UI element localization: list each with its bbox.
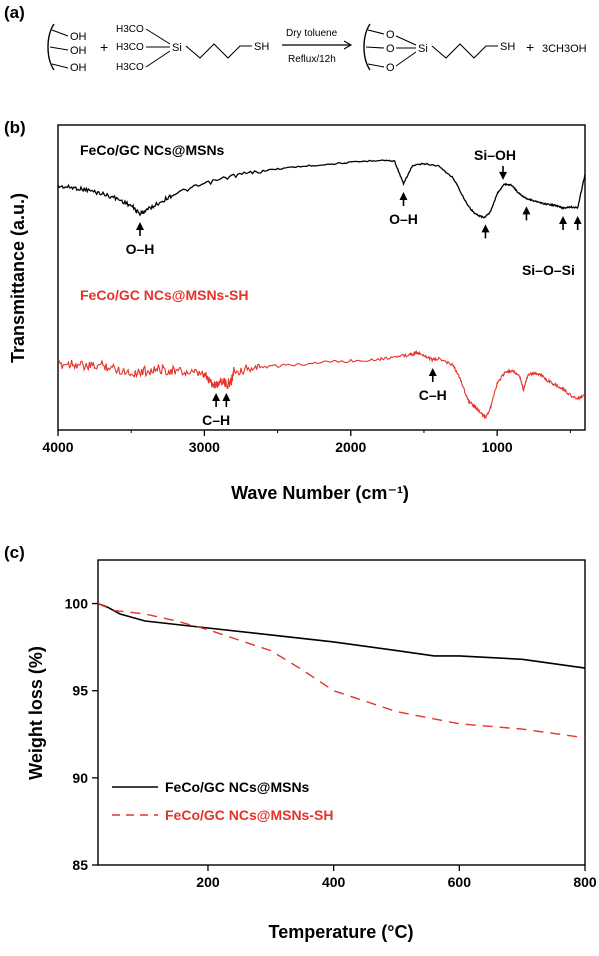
panel-label-b: (b) <box>4 118 26 137</box>
peak-arrowhead <box>135 222 144 230</box>
tga-legend: FeCo/GC NCs@MSNs FeCo/GC NCs@MSNs-SH <box>112 779 333 823</box>
methanol-byproduct: 3CH3OH <box>542 43 587 55</box>
ftir-series-red-line <box>57 349 586 420</box>
tga-y-tick-label: 85 <box>72 857 88 873</box>
panel-label-a: (a) <box>4 3 25 22</box>
tga-y-tick-label: 95 <box>72 683 88 699</box>
peak-arrowhead <box>399 192 408 200</box>
peak-annotation-label: Si–OH <box>474 147 516 163</box>
tga-series-red-dashed-line <box>97 602 586 739</box>
ftir-x-ticks: 4000 3000 2000 1000 <box>42 430 571 455</box>
thiol-group-2: SH <box>500 41 515 53</box>
tga-x-tick-label: 200 <box>196 874 220 890</box>
hydroxyl-3: OH <box>70 62 87 74</box>
silicon-atom-2: Si <box>418 43 428 55</box>
ftir-x-tick-label: 4000 <box>42 439 73 455</box>
methoxy-2: H3CO <box>116 42 144 53</box>
peak-annotation-label: Si–O–Si <box>522 262 575 278</box>
peak-arrowhead <box>573 216 582 224</box>
propyl-chain-2 <box>431 43 498 59</box>
reaction-condition-top: Dry toluene <box>286 28 338 39</box>
peak-arrowhead <box>481 224 490 233</box>
ftir-peak-annotations: O–H O–H Si–OH Si–O–Si C–H C–H <box>126 147 582 428</box>
oxygen-2: O <box>386 43 395 55</box>
ftir-series-black-line <box>57 159 586 219</box>
legend-label-red: FeCo/GC NCs@MSNs-SH <box>165 807 333 823</box>
tga-x-tick-label: 600 <box>448 874 472 890</box>
peak-arrowhead <box>499 171 508 180</box>
tga-x-tick-label: 800 <box>573 874 597 890</box>
peak-arrowhead <box>522 206 531 215</box>
tga-chart: 200 400 600 800 85 90 95 100 FeCo/GC NCs@MSNs F… <box>26 559 597 942</box>
surface-bracket-right <box>363 23 371 71</box>
peak-arrowhead <box>222 393 231 401</box>
ftir-x-tick-label: 1000 <box>482 439 513 455</box>
panel-label-c: (c) <box>4 543 25 562</box>
ftir-x-tick-label: 2000 <box>335 439 366 455</box>
ftir-x-axis-label: Wave Number (cm⁻¹) <box>231 483 409 503</box>
reaction-condition-bottom: Reflux/12h <box>288 54 336 65</box>
tga-x-axis-label: Temperature (°C) <box>269 922 414 942</box>
peak-annotation-label: O–H <box>126 241 155 257</box>
tga-axis-ticks: 200 400 600 800 85 90 95 100 <box>65 596 597 890</box>
methoxy-1: H3CO <box>116 24 144 35</box>
methoxy-3: H3CO <box>116 62 144 73</box>
tga-y-tick-label: 100 <box>65 596 89 612</box>
ftir-y-axis-label: Transmittance (a.u.) <box>8 193 28 363</box>
peak-arrowhead <box>428 368 437 376</box>
ftir-series-label-red: FeCo/GC NCs@MSNs-SH <box>80 287 248 303</box>
tga-y-tick-label: 90 <box>72 770 88 786</box>
tga-plot-frame <box>97 559 586 866</box>
oxygen-3: O <box>386 62 395 74</box>
legend-label-black: FeCo/GC NCs@MSNs <box>165 779 310 795</box>
plus-sign-1: + <box>100 39 108 55</box>
tga-series-black-line <box>97 602 586 669</box>
peak-arrowhead <box>212 393 221 401</box>
surface-bracket-left <box>47 23 55 71</box>
plus-sign-2: + <box>526 39 534 55</box>
peak-arrowhead <box>559 216 568 224</box>
peak-annotation-label: O–H <box>389 211 418 227</box>
oxygen-1: O <box>386 29 395 41</box>
hydroxyl-1: OH <box>70 31 87 43</box>
silicon-atom-1: Si <box>172 42 182 54</box>
peak-annotation-label: C–H <box>419 387 447 403</box>
tga-x-tick-label: 400 <box>322 874 346 890</box>
peak-annotation-label: C–H <box>202 412 230 428</box>
tga-y-axis-label: Weight loss (%) <box>26 646 46 780</box>
hydroxyl-2: OH <box>70 45 87 57</box>
ftir-series-label-black: FeCo/GC NCs@MSNs <box>80 142 225 158</box>
ftir-chart: 4000 3000 2000 1000 O–H O–H Si–OH Si–O–Si C–H C–… <box>8 124 586 503</box>
thiol-group-1: SH <box>254 41 269 53</box>
ftir-x-tick-label: 3000 <box>189 439 220 455</box>
ftir-plot-frame <box>57 124 586 431</box>
propyl-chain-1 <box>185 43 252 59</box>
reaction-scheme: (a) OH OH OH + H3CO H3CO H3CO Si SH Dry … <box>4 3 587 74</box>
